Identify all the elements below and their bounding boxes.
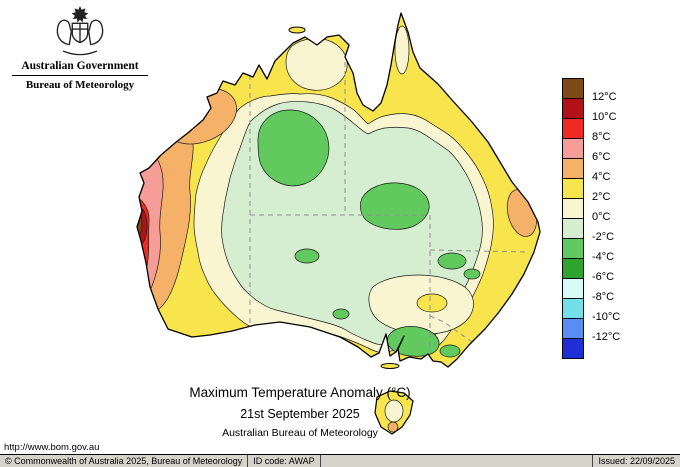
footer-separator bbox=[247, 454, 249, 467]
bureau-title: Bureau of Meteorology bbox=[25, 79, 135, 91]
map-title: Maximum Temperature Anomaly (°C) bbox=[189, 385, 411, 400]
legend-tick-label: 12°C bbox=[592, 91, 617, 103]
legend-tick-label: 0°C bbox=[592, 211, 611, 223]
legend-tick-label: -4°C bbox=[592, 251, 615, 263]
contour-green-spot bbox=[332, 308, 350, 320]
header-divider bbox=[12, 75, 148, 76]
legend-tick-label: 2°C bbox=[592, 191, 611, 203]
contour-green-spot bbox=[463, 268, 481, 280]
id-code-text: ID code: AWAP bbox=[253, 456, 315, 466]
legend-color-box bbox=[562, 238, 584, 259]
legend-tick-label: -6°C bbox=[592, 271, 615, 283]
border-qld-nsw bbox=[429, 249, 529, 253]
legend-tick-label: -10°C bbox=[592, 311, 621, 323]
footer-status-bar: © Commonwealth of Australia 2025, Bureau… bbox=[0, 454, 680, 467]
footer-separator bbox=[319, 454, 321, 467]
contour-green-spot bbox=[437, 252, 467, 270]
crest-shield bbox=[71, 22, 89, 44]
legend-tick-label: 4°C bbox=[592, 171, 611, 183]
contour-orange-tasmania bbox=[387, 421, 399, 433]
legend-color-box bbox=[562, 178, 584, 199]
contour-cream-topend bbox=[285, 38, 348, 91]
melville-island bbox=[288, 26, 306, 34]
contour-green-victoria bbox=[386, 326, 440, 357]
tasmania-coastline bbox=[374, 390, 414, 435]
legend-tick-label: -8°C bbox=[592, 291, 615, 303]
map-organisation: Australian Bureau of Meteorology bbox=[222, 427, 378, 439]
map-date: 21st September 2025 bbox=[240, 407, 360, 421]
legend-color-box bbox=[562, 258, 584, 279]
contour-cream-capeyork bbox=[394, 25, 410, 75]
bom-url-link[interactable]: http://www.bom.gov.au bbox=[4, 442, 100, 453]
legend-color-box bbox=[562, 78, 584, 99]
header-branding: Australian Government Bureau of Meteorol… bbox=[10, 4, 150, 91]
legend-tick-label: 8°C bbox=[592, 131, 611, 143]
crest-scroll bbox=[62, 50, 98, 56]
legend-color-box bbox=[562, 98, 584, 119]
legend-tick-label: -2°C bbox=[592, 231, 615, 243]
legend-color-box bbox=[562, 218, 584, 239]
legend-color-bar bbox=[562, 78, 584, 359]
legend-color-box bbox=[562, 278, 584, 299]
border-nsw-vic bbox=[429, 315, 481, 349]
contour-yellow-nsw-spot bbox=[416, 293, 448, 313]
contour-green-spot bbox=[294, 248, 320, 264]
legend-color-box bbox=[562, 118, 584, 139]
legend-color-box bbox=[562, 158, 584, 179]
legend-color-box bbox=[562, 338, 584, 359]
tasmania-contours bbox=[384, 399, 404, 433]
issued-date-text: Issued: 22/09/2025 bbox=[592, 455, 680, 467]
kangaroo-island bbox=[380, 363, 400, 369]
contour-green-gippsland bbox=[439, 344, 461, 358]
contour-fills bbox=[137, 25, 538, 358]
legend-color-box bbox=[562, 298, 584, 319]
crest-shield-lines bbox=[71, 22, 89, 43]
legend-tick-label: 6°C bbox=[592, 151, 611, 163]
contour-green-channel bbox=[360, 182, 430, 230]
crest-emu bbox=[87, 19, 104, 46]
map-titles: Maximum Temperature Anomaly (°C) 21st Se… bbox=[110, 385, 490, 439]
temperature-legend: 12°C 10°C 8°C 6°C 4°C 2°C 0°C -2°C -4°C -6°C -8°C -… bbox=[562, 78, 642, 378]
copyright-text: © Commonwealth of Australia 2025, Bureau… bbox=[5, 456, 243, 466]
legend-tick-label: -12°C bbox=[592, 331, 621, 343]
government-title: Australian Government bbox=[21, 60, 139, 72]
contour-green-nt bbox=[257, 109, 330, 186]
legend-color-box bbox=[562, 198, 584, 219]
coat-of-arms-icon bbox=[56, 5, 104, 56]
legend-tick-label: 10°C bbox=[592, 111, 617, 123]
legend-color-box bbox=[562, 138, 584, 159]
crest-kangaroo bbox=[56, 19, 73, 46]
legend-color-box bbox=[562, 318, 584, 339]
state-borders bbox=[249, 62, 529, 350]
mainland-coastline bbox=[136, 12, 541, 368]
crest-star bbox=[71, 5, 89, 23]
